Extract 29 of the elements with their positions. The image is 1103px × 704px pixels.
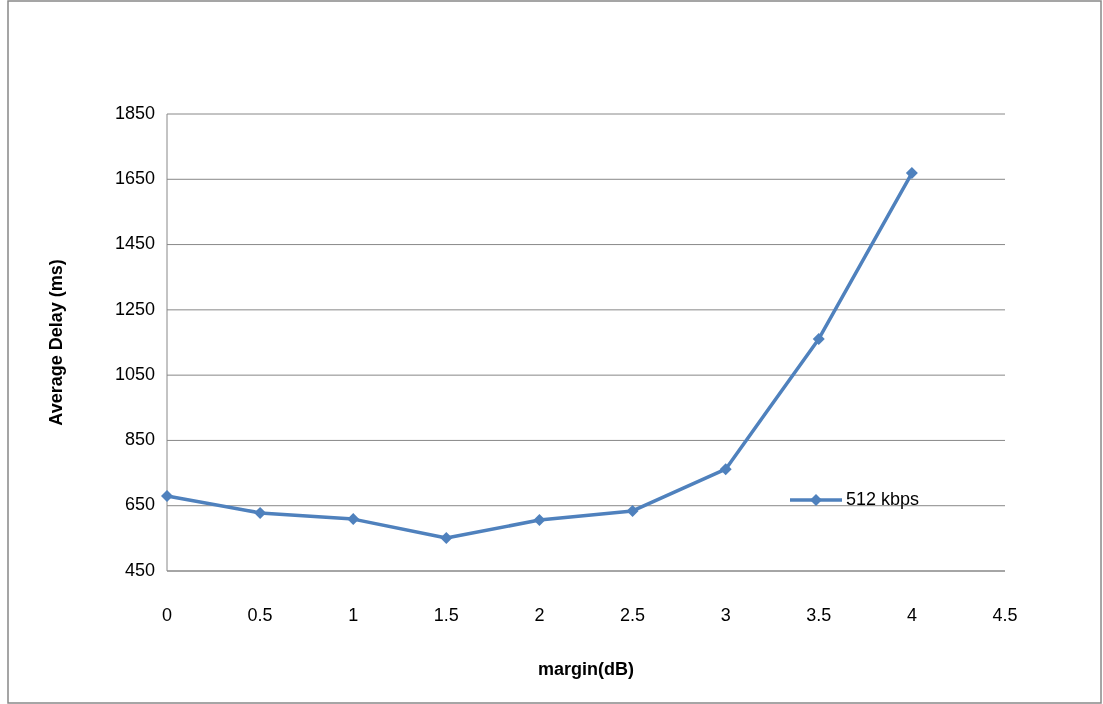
point <box>440 532 453 545</box>
x-tick-label: 2.5 <box>620 605 646 625</box>
x-tick-label: 4.5 <box>992 605 1018 625</box>
y-tick-label: 450 <box>124 559 155 580</box>
x-axis-title: margin(dB) <box>538 659 634 679</box>
x-tick-label: 2 <box>534 605 545 625</box>
point <box>161 489 173 502</box>
y-axis-title: Average Delay (ms) <box>46 259 66 426</box>
point <box>905 167 918 180</box>
point <box>347 513 360 526</box>
x-tick-label: 3.5 <box>806 605 832 625</box>
point <box>719 463 732 476</box>
y-tick-label: 1450 <box>114 233 155 254</box>
y-tick-label: 850 <box>124 429 155 450</box>
y-tick-label: 1050 <box>114 363 155 384</box>
x-tick-label: 0 <box>161 605 173 625</box>
x-tick-label: 0.5 <box>247 605 273 625</box>
x-tick-label: 3 <box>720 605 731 625</box>
y-tick-label: 1250 <box>114 298 155 319</box>
point <box>533 514 546 527</box>
x-tick-label: 4 <box>906 605 917 625</box>
y-tick-label: 1650 <box>114 168 155 189</box>
x-tick-label: 1.5 <box>433 605 459 625</box>
point <box>626 504 639 517</box>
y-tick-label: 1850 <box>114 102 155 123</box>
y-tick-label: 650 <box>124 494 155 515</box>
x-tick-label: 1 <box>348 605 359 625</box>
legend-label: 512 kbps <box>846 488 920 509</box>
point <box>812 332 825 345</box>
